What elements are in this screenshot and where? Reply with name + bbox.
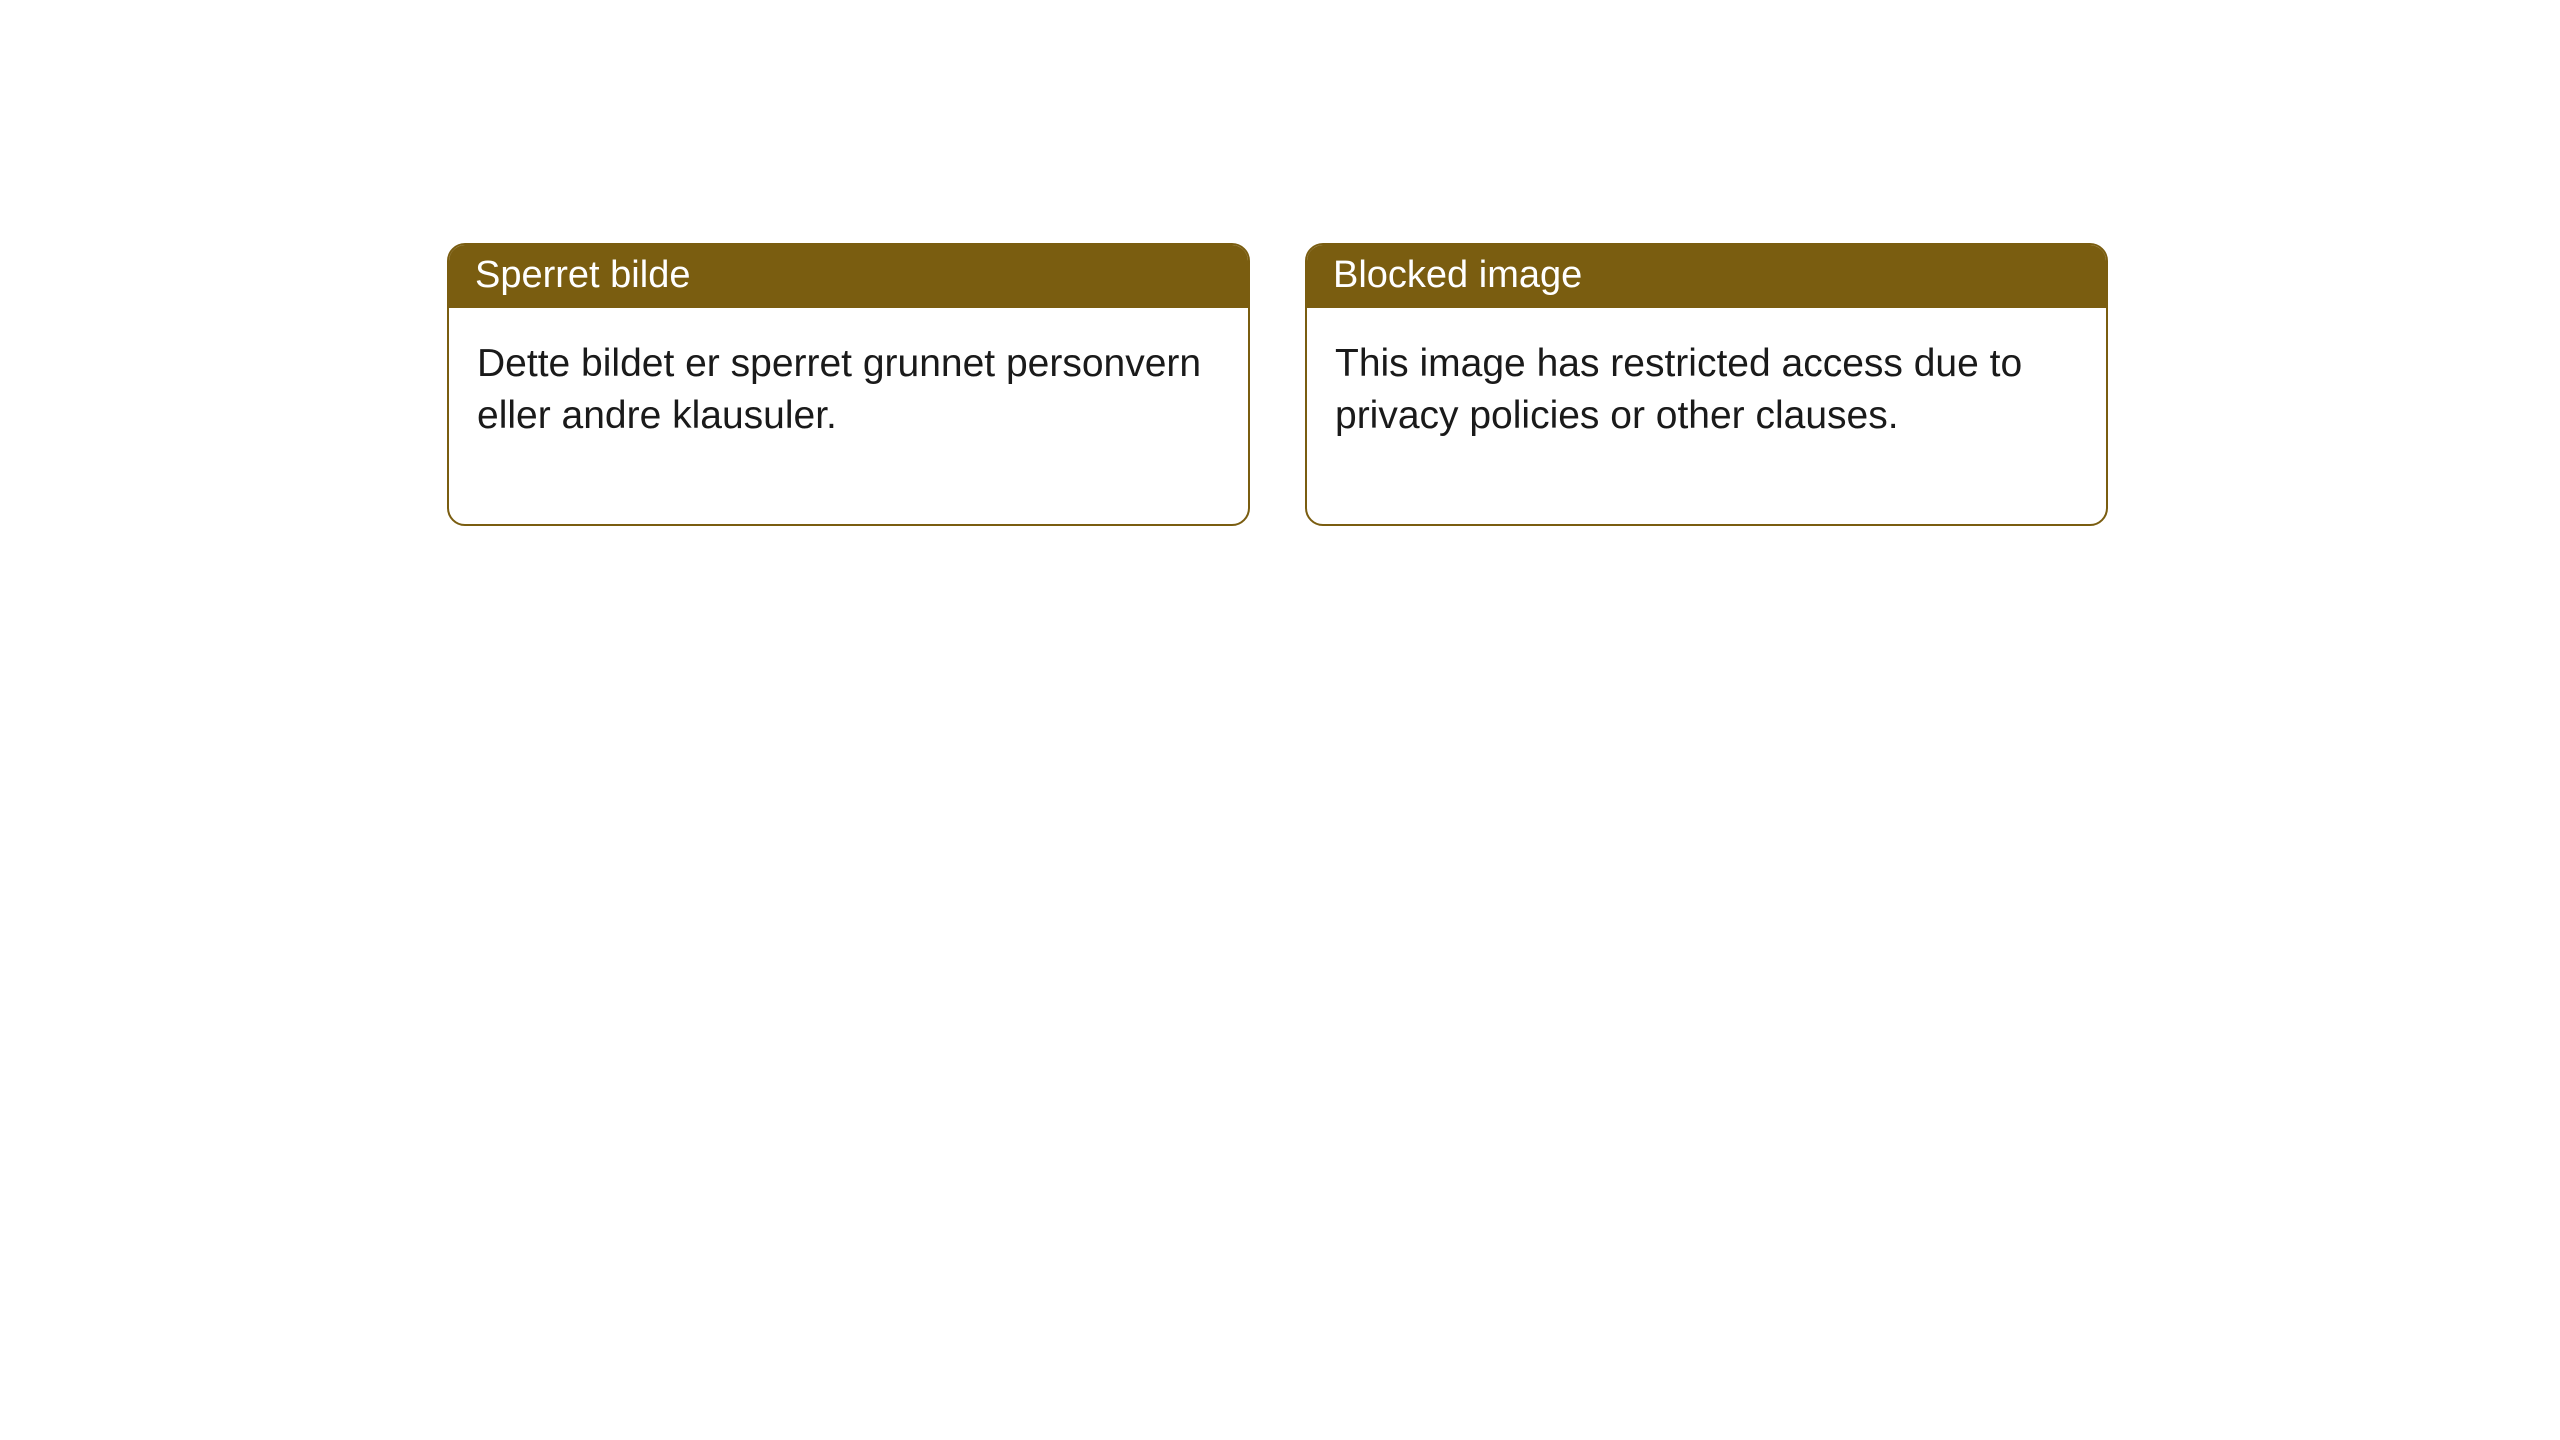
notice-card-title: Sperret bilde: [449, 245, 1248, 308]
notice-card-body: Dette bildet er sperret grunnet personve…: [449, 308, 1248, 524]
notice-card-norwegian: Sperret bilde Dette bildet er sperret gr…: [447, 243, 1250, 526]
notice-card-english: Blocked image This image has restricted …: [1305, 243, 2108, 526]
notice-card-body: This image has restricted access due to …: [1307, 308, 2106, 524]
notice-cards-container: Sperret bilde Dette bildet er sperret gr…: [447, 243, 2108, 526]
notice-card-title: Blocked image: [1307, 245, 2106, 308]
